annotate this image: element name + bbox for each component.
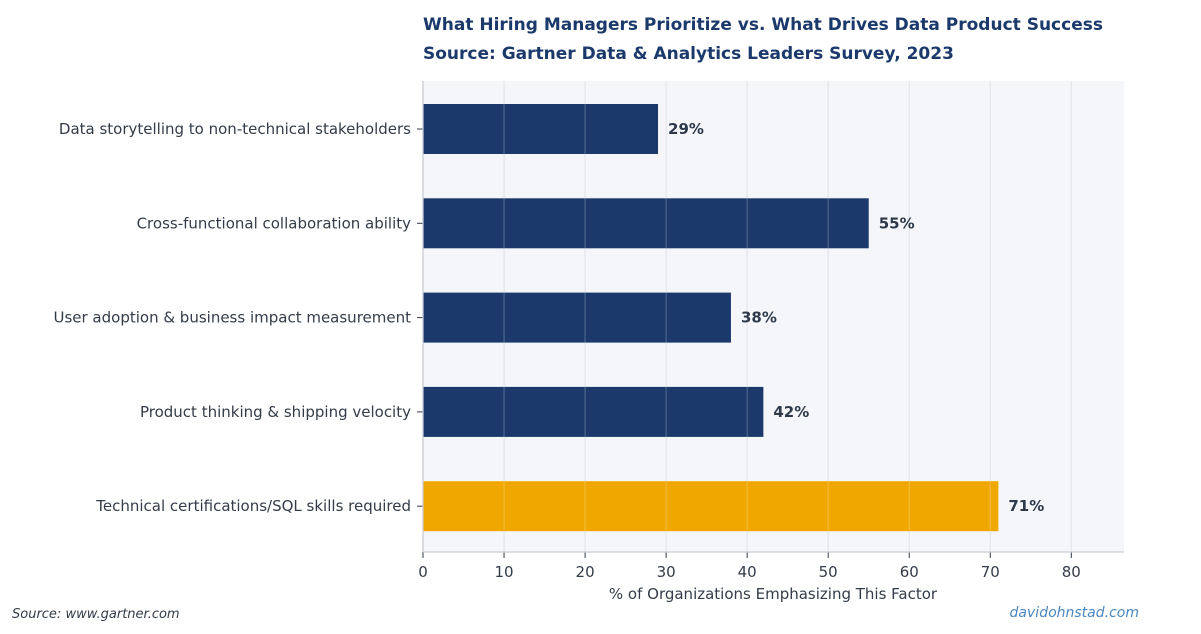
x-tick-labels: 0 10 20 30 40 50 60 70 80	[418, 552, 1081, 581]
category-label: User adoption & business impact measurem…	[53, 309, 411, 327]
bar	[423, 198, 869, 249]
category-label: Technical certifications/SQL skills requ…	[95, 497, 411, 515]
bar	[423, 292, 731, 343]
x-axis-title: % of Organizations Emphasizing This Fact…	[609, 585, 938, 603]
bar-value-label: 55%	[879, 214, 915, 232]
category-label: Data storytelling to non-technical stake…	[59, 120, 411, 138]
category-label: Cross-functional collaboration ability	[137, 214, 412, 232]
footer-source: Source: www.gartner.com	[12, 607, 180, 622]
bar-value-label: 42%	[773, 403, 809, 421]
bar	[423, 386, 764, 437]
x-tick-label: 40	[738, 563, 757, 581]
x-tick-label: 30	[657, 563, 676, 581]
x-tick-label: 0	[418, 563, 428, 581]
bar-value-label: 71%	[1008, 497, 1044, 515]
bar	[423, 481, 999, 532]
x-tick-label: 70	[981, 563, 1000, 581]
bars-group	[423, 104, 999, 532]
x-tick-label: 10	[494, 563, 513, 581]
x-tick-label: 20	[576, 563, 595, 581]
footer-credit: davidohnstad.com	[1009, 605, 1139, 621]
bar-value-label: 29%	[668, 120, 704, 138]
x-tick-label: 60	[900, 563, 919, 581]
x-tick-label: 50	[819, 563, 838, 581]
x-tick-label: 80	[1062, 563, 1081, 581]
value-labels: 29% 55% 38% 42% 71%	[668, 120, 1044, 515]
chart-title: What Hiring Managers Prioritize vs. What…	[423, 15, 1103, 35]
bar	[423, 104, 659, 154]
bar-value-label: 38%	[741, 309, 777, 327]
chart-subtitle: Source: Gartner Data & Analytics Leaders…	[423, 44, 954, 64]
category-label: Product thinking & shipping velocity	[140, 403, 411, 421]
category-labels: Data storytelling to non-technical stake…	[53, 120, 423, 515]
